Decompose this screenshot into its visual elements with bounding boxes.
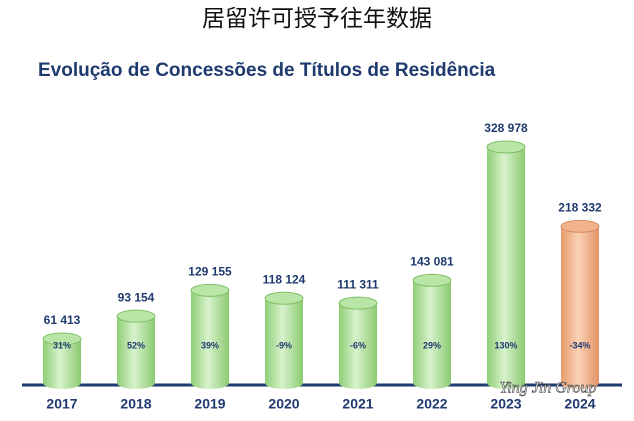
growth-label: 130%: [494, 340, 517, 350]
bar: [265, 298, 303, 383]
bar-top: [116, 309, 156, 323]
growth-label: -6%: [350, 340, 366, 350]
bar-top: [412, 273, 452, 287]
chart-subtitle: Evolução de Concessões de Títulos de Res…: [38, 60, 496, 81]
x-tick-label: 2024: [564, 396, 595, 412]
x-tick-label: 2020: [268, 396, 299, 412]
bar: [561, 226, 599, 383]
x-tick-label: 2022: [416, 396, 447, 412]
value-label: 129 155: [188, 265, 232, 279]
bar-top: [486, 140, 526, 154]
value-label: 328 978: [484, 121, 528, 135]
growth-label: 29%: [423, 340, 441, 350]
bar-top: [560, 219, 600, 233]
bar: [339, 303, 377, 383]
bar-top: [264, 291, 304, 305]
growth-label: 39%: [201, 340, 219, 350]
bar: [487, 147, 525, 383]
bar-top: [338, 296, 378, 310]
value-label: 118 124: [263, 272, 306, 286]
x-tick-label: 2021: [342, 396, 373, 412]
growth-label: 31%: [53, 340, 71, 350]
bar: [191, 290, 229, 383]
bar: [43, 338, 81, 383]
bar-top: [42, 332, 82, 346]
x-tick-label: 2017: [46, 396, 77, 412]
value-label: 143 081: [410, 255, 454, 269]
x-tick-label: 2018: [120, 396, 151, 412]
growth-label: 52%: [127, 340, 145, 350]
value-label: 218 332: [558, 201, 602, 215]
bar: [117, 316, 155, 383]
growth-label: -9%: [276, 340, 292, 350]
watermark: Ying Jin Group: [500, 380, 597, 397]
value-label: 93 154: [118, 290, 155, 304]
bar: [413, 280, 451, 383]
growth-label: -34%: [569, 340, 590, 350]
bar-top: [190, 283, 230, 297]
chart-title: 居留许可授予往年数据: [202, 5, 432, 31]
x-tick-label: 2023: [490, 396, 521, 412]
x-tick-label: 2019: [194, 396, 225, 412]
value-label: 111 311: [337, 277, 379, 291]
value-label: 61 413: [44, 313, 81, 327]
